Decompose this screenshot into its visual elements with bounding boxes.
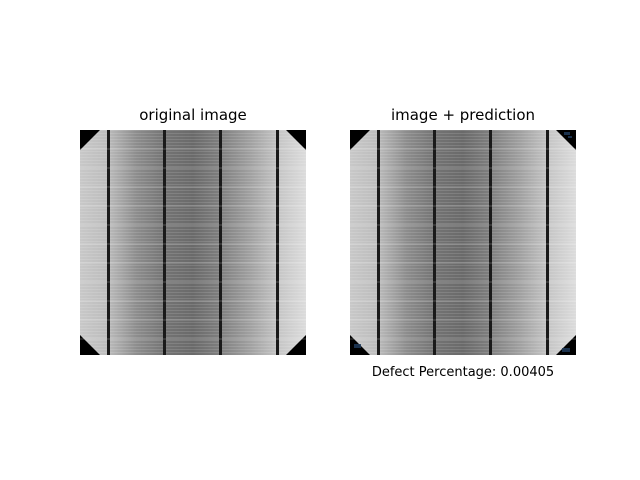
defect-overlay [354,132,572,352]
defect-percentage-caption: Defect Percentage: 0.00405 [371,365,555,380]
prediction-image-title: image + prediction [390,106,536,124]
solar-cell-image [80,130,306,355]
original-image [80,130,306,355]
prediction-image [350,130,576,355]
original-image-title: original image [139,106,247,124]
solar-cell-prediction-image [350,130,576,355]
